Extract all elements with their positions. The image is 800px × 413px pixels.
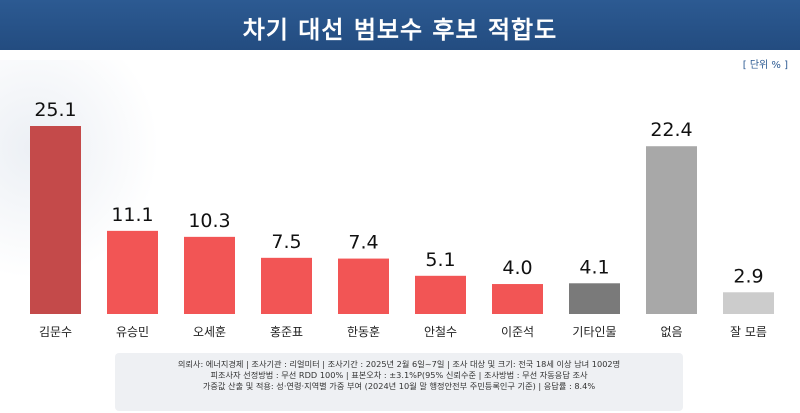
value-label: 5.1	[425, 249, 455, 271]
category-label: 이준석	[501, 325, 534, 339]
category-label: 안철수	[424, 325, 457, 339]
value-label: 25.1	[34, 99, 76, 121]
unit-label: [ 단위 % ]	[742, 60, 788, 71]
bar-홍준표	[261, 257, 312, 314]
bar-안철수	[415, 275, 466, 314]
category-label: 기타인물	[572, 325, 616, 339]
value-label: 22.4	[650, 119, 692, 141]
value-label: 10.3	[188, 210, 230, 232]
value-label: 4.1	[579, 256, 609, 278]
category-label: 유승민	[116, 325, 149, 339]
bar-chart: 25.1 김문수 11.1 유승민 10.3 오세훈 7.5 홍준표 7.4 한동훈 5.1 안철수 4…	[30, 99, 774, 339]
bar-김문수	[30, 126, 81, 314]
value-label: 11.1	[111, 204, 153, 226]
bar-기타인물	[569, 283, 620, 314]
value-label: 4.0	[502, 257, 532, 279]
value-label: 7.5	[271, 231, 301, 253]
bar-오세훈	[184, 236, 235, 314]
category-label: 없음	[660, 325, 682, 339]
bar-잘 모름	[723, 292, 774, 314]
category-label: 한동훈	[347, 325, 380, 339]
category-label: 오세훈	[193, 325, 226, 339]
value-label: 2.9	[733, 265, 763, 287]
chart-title: 차기 대선 범보수 후보 적합도	[242, 16, 558, 44]
survey-info-line: 피조사자 선정방법 : 무선 RDD 100% | 표본오차 : ±3.1%P(…	[210, 370, 588, 380]
value-label: 7.4	[348, 232, 378, 254]
category-label: 김문수	[39, 325, 72, 339]
survey-info-line: 가중값 산출 및 적용: 성·연령·지역별 가중 부여 (2024년 10월 말…	[202, 381, 596, 391]
survey-info-line: 의뢰사: 에너지경제 | 조사기관 : 리얼미터 | 조사기간 : 2025년 …	[177, 359, 621, 369]
category-label: 잘 모름	[730, 325, 767, 339]
bar-유승민	[107, 230, 158, 314]
category-label: 홍준표	[270, 325, 303, 339]
survey-info-box: 의뢰사: 에너지경제 | 조사기관 : 리얼미터 | 조사기간 : 2025년 …	[115, 353, 683, 411]
bar-이준석	[492, 284, 543, 314]
bar-없음	[646, 146, 697, 314]
bar-한동훈	[338, 258, 389, 314]
title-banner: 차기 대선 범보수 후보 적합도	[0, 0, 800, 50]
